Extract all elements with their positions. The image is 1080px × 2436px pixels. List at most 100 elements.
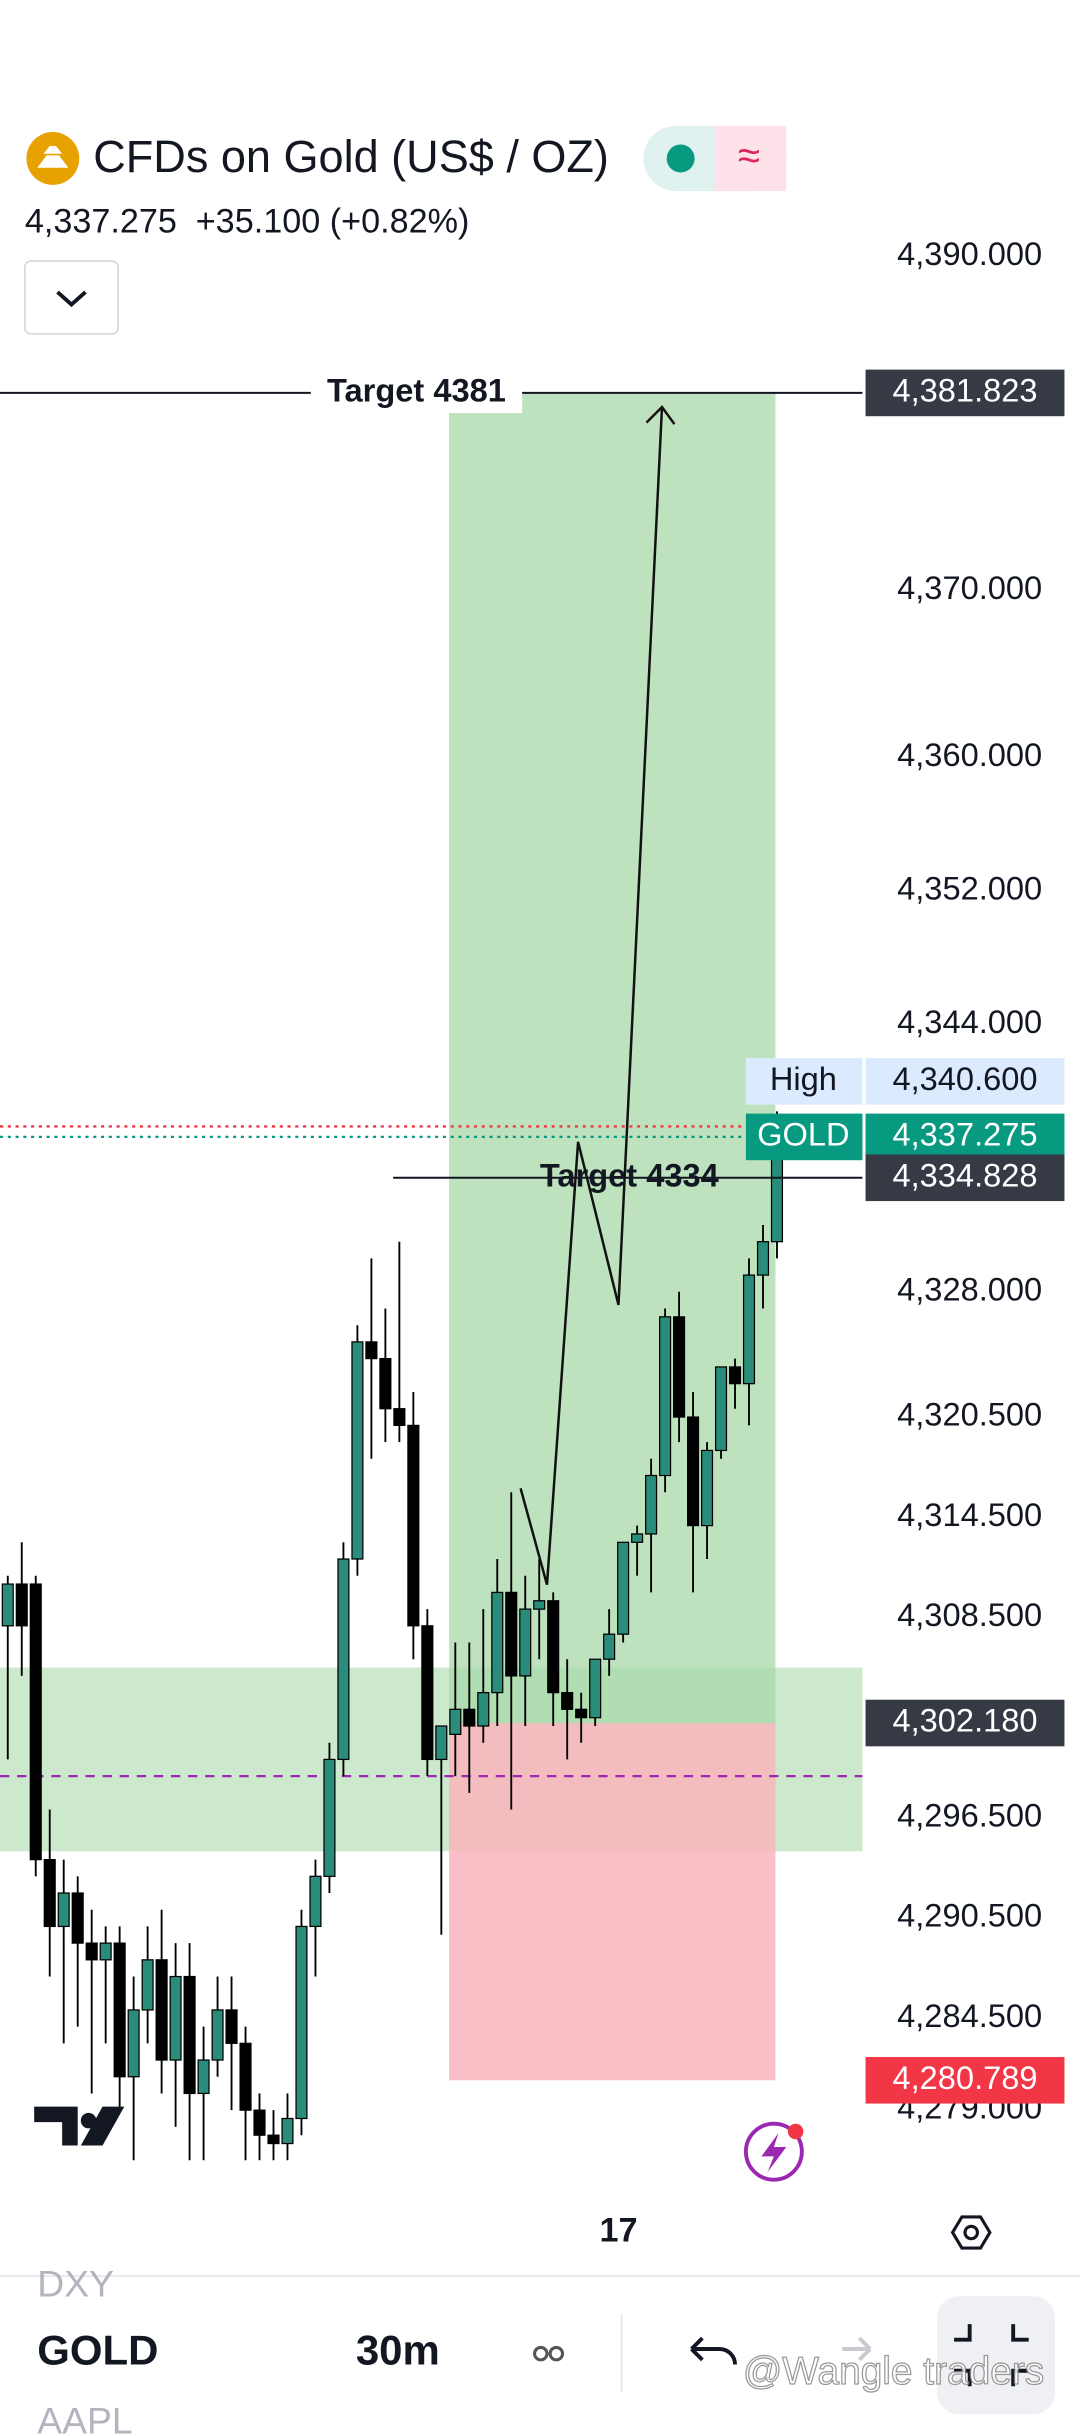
fullscreen-icon <box>954 2324 1029 2387</box>
candle-body <box>29 1583 42 1861</box>
lightning-icon <box>761 2133 787 2172</box>
price-label: 4,334.828 <box>892 1156 1037 1193</box>
chart: 4,390.000 4,370.000 4,360.000 4,352.000 4,34… <box>0 235 1065 2250</box>
candle-body <box>407 1424 420 1627</box>
status-icon: ≈ <box>738 132 760 178</box>
candle-body <box>267 2134 280 2145</box>
last-price: 4,337.275 <box>25 203 177 241</box>
target-label-bg <box>310 372 523 414</box>
candle-body <box>239 2042 252 2111</box>
target-label: Target 4334 <box>540 1156 719 1193</box>
candle-body <box>561 1691 574 1710</box>
price-label: 4,280.789 <box>892 2059 1037 2096</box>
next-symbol[interactable]: AAPL <box>37 2399 132 2436</box>
fullscreen-button[interactable] <box>937 2296 1056 2415</box>
interval[interactable]: 30m <box>356 2327 440 2374</box>
candle-body <box>742 1274 756 1385</box>
price-label-box <box>865 1699 1065 1747</box>
candle-body <box>714 1366 728 1452</box>
price-label-box <box>865 369 1065 417</box>
settings-icon <box>963 2224 979 2241</box>
y-tick-label: 4,284.500 <box>897 1997 1042 2034</box>
market-open-dot <box>666 144 695 173</box>
candle-body <box>225 2009 238 2044</box>
candle-body <box>700 1449 714 1527</box>
y-tick-label: 4,308.500 <box>897 1596 1042 1633</box>
y-tick-label: 4,370.000 <box>897 569 1042 606</box>
candle-body <box>365 1341 378 1360</box>
y-tick-label: 4,320.500 <box>897 1396 1042 1433</box>
dropdown-button[interactable] <box>24 260 119 335</box>
price-line: 4,337.275 +35.100 (+0.82%) <box>25 203 470 241</box>
candle-body <box>687 1416 700 1527</box>
candle-body <box>519 1608 532 1677</box>
symbol-icon-bars <box>37 146 69 168</box>
price-label-box <box>865 1113 1065 1161</box>
arrow-head <box>645 405 676 425</box>
candle-body <box>379 1357 392 1410</box>
candle-body <box>617 1541 630 1635</box>
candle-body <box>99 1942 112 1961</box>
candle-body <box>673 1316 686 1418</box>
loss-zone <box>449 1723 776 2081</box>
candle-body <box>547 1600 560 1694</box>
price-label: 4,337.275 <box>892 1116 1037 1153</box>
candle-body <box>309 1875 322 1928</box>
price-change: +35.100 <box>196 203 320 241</box>
y-tick-label: 4,352.000 <box>897 870 1042 907</box>
candle-body <box>477 1691 490 1727</box>
candle-body <box>589 1658 602 1719</box>
candle-body <box>295 1925 308 2120</box>
candle-body <box>323 1758 336 1877</box>
price-label-box <box>865 1058 1065 1105</box>
candle-body <box>169 1975 182 2061</box>
candle-body <box>631 1533 644 1543</box>
symbol-title: CFDs on Gold (US$ / OZ) <box>93 131 609 182</box>
candle-body <box>15 1583 28 1627</box>
candle-body <box>155 1959 168 2061</box>
x-tick-label: 17 <box>599 2212 637 2250</box>
lightning-button[interactable] <box>743 2121 804 2182</box>
y-tick-label: 4,360.000 <box>897 736 1042 773</box>
candle-body <box>85 1942 98 1961</box>
y-tick-label: 4,328.000 <box>897 1270 1042 1307</box>
candle-body <box>71 1892 84 1944</box>
candle-body <box>113 1942 126 2078</box>
y-tick-label: 4,344.000 <box>897 1003 1042 1040</box>
watermark: @Wangle traders <box>743 2350 1044 2393</box>
candle-body <box>253 2109 266 2136</box>
notification-dot <box>787 2123 804 2140</box>
y-tick-label: 4,290.500 <box>897 1897 1042 1934</box>
chart-type-icon <box>548 2345 565 2362</box>
candle-body <box>57 1892 70 1928</box>
candle-body <box>211 2009 224 2061</box>
price-change-pct: (+0.82%) <box>330 203 470 241</box>
candle-body <box>728 1366 742 1385</box>
y-tick-label: 4,296.500 <box>897 1796 1042 1833</box>
chart-type-icon[interactable] <box>533 2345 549 2362</box>
price-label-name: High <box>770 1060 837 1097</box>
candle-body <box>1 1583 14 1627</box>
y-tick-label: 4,390.000 <box>897 235 1042 272</box>
status-pill-right <box>714 125 787 192</box>
chevron <box>56 290 87 308</box>
candle-body <box>463 1708 476 1727</box>
settings-button[interactable] <box>950 2215 992 2250</box>
candle-body <box>337 1558 350 1761</box>
current-symbol[interactable]: GOLD <box>37 2327 158 2374</box>
price-label-name: GOLD <box>757 1116 849 1153</box>
redo-button[interactable] <box>842 2336 872 2362</box>
candle-body <box>281 2117 294 2145</box>
candle-body <box>533 1600 546 1610</box>
price-label: 4,381.823 <box>892 372 1037 409</box>
price-label: 4,340.600 <box>892 1060 1037 1097</box>
profit-zone <box>449 392 776 1724</box>
candle-body <box>491 1591 504 1694</box>
undo-button[interactable] <box>690 2336 737 2365</box>
candle-body <box>141 1959 154 2011</box>
prev-symbol[interactable]: DXY <box>37 2263 114 2305</box>
candle-body <box>393 1408 406 1427</box>
y-tick-label: 4,314.500 <box>897 1496 1042 1533</box>
price-label-tag <box>745 1058 863 1105</box>
candle-body <box>197 2059 210 2095</box>
